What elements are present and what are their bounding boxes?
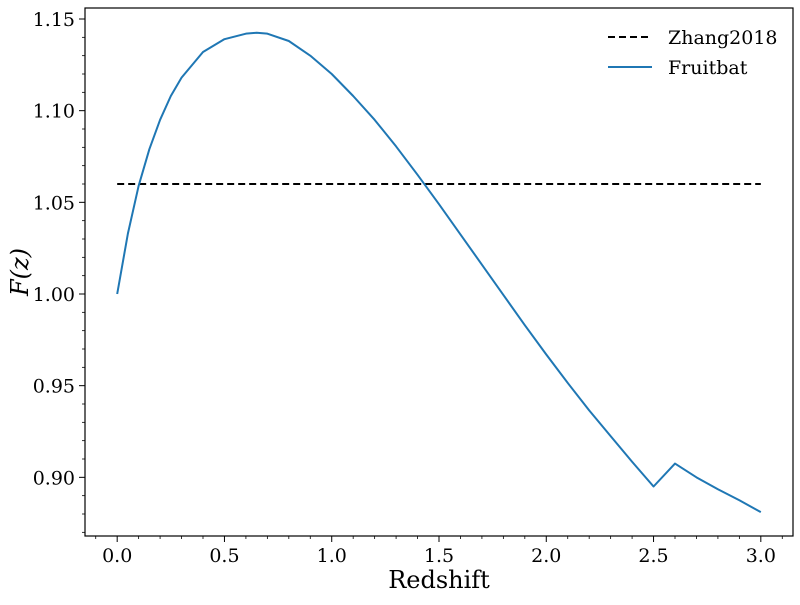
y-tick-label: 0.90 bbox=[33, 467, 75, 489]
series-line-fruitbat bbox=[116, 31, 762, 514]
x-axis-ticks: 0.0 0.5 1.0 1.5 2.0 2.5 3.0 bbox=[95, 536, 783, 567]
x-tick-label: 0.0 bbox=[102, 545, 132, 567]
x-tick-label: 1.5 bbox=[424, 545, 454, 567]
y-tick-label: 1.00 bbox=[33, 284, 75, 306]
y-tick-label: 1.10 bbox=[33, 101, 75, 123]
series-layer bbox=[116, 31, 762, 514]
y-tick-label: 1.15 bbox=[33, 9, 75, 31]
plot-area-frame bbox=[84, 7, 794, 537]
x-axis-label: Redshift bbox=[388, 566, 490, 594]
x-tick-label: 0.5 bbox=[209, 545, 239, 567]
x-tick-label: 2.5 bbox=[638, 545, 668, 567]
legend: Zhang2018 Fruitbat bbox=[608, 27, 778, 79]
y-axis-label: F(z) bbox=[6, 248, 34, 297]
x-tick-label: 1.0 bbox=[317, 545, 347, 567]
legend-label-zhang2018: Zhang2018 bbox=[668, 27, 778, 49]
x-tick-label: 3.0 bbox=[746, 545, 776, 567]
y-tick-label: 0.95 bbox=[33, 376, 75, 398]
legend-label-fruitbat: Fruitbat bbox=[668, 57, 748, 79]
x-tick-label: 2.0 bbox=[531, 545, 561, 567]
y-axis-ticks: 0.90 0.95 1.00 1.05 1.10 1.15 bbox=[33, 9, 85, 533]
y-tick-label: 1.05 bbox=[33, 192, 75, 214]
